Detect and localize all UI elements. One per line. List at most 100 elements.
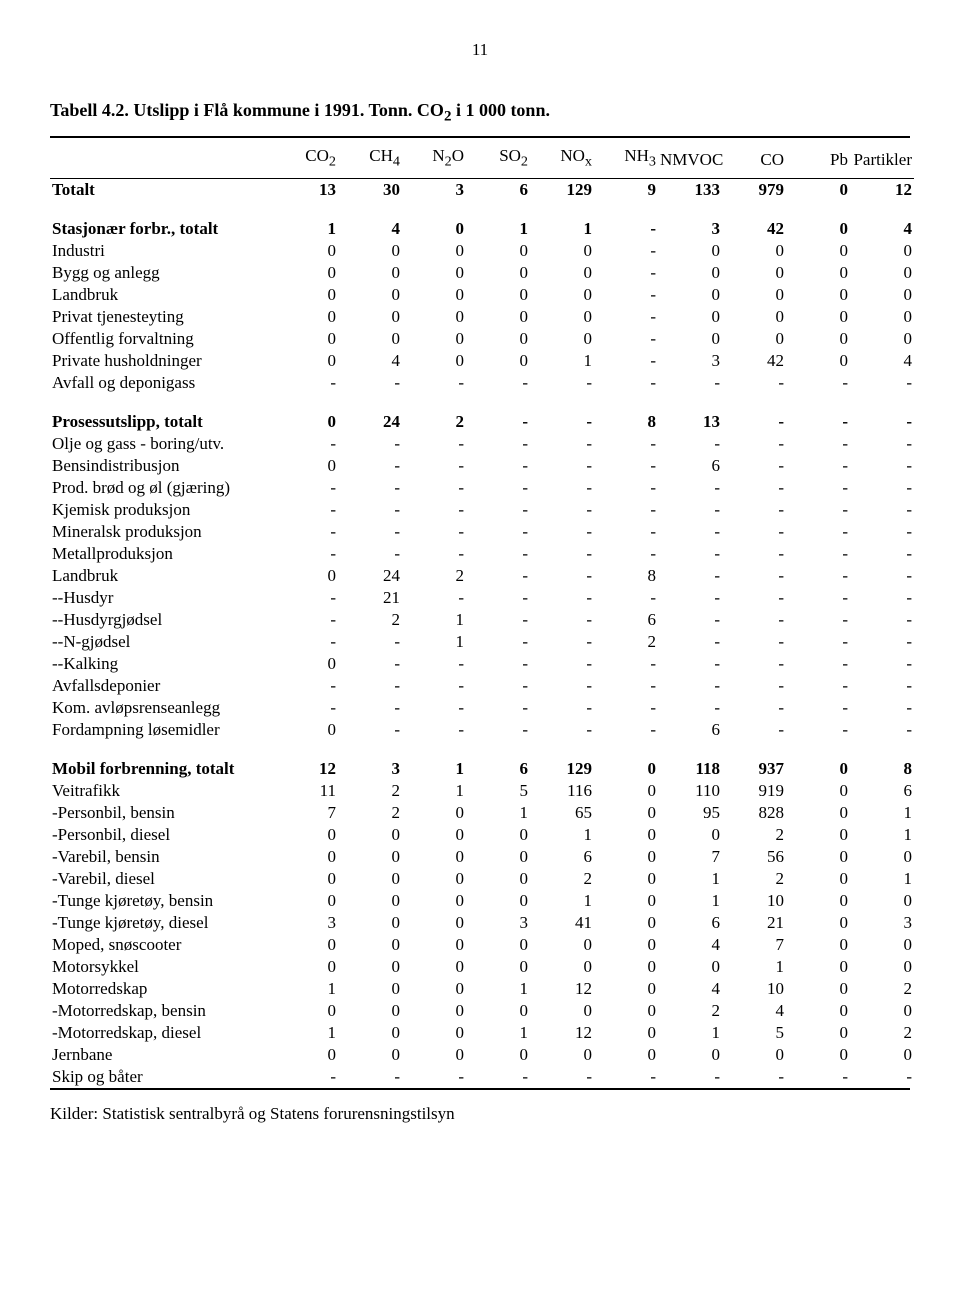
table-row: -Motorredskap, bensin0000002400 <box>50 1000 914 1022</box>
cell: 116 <box>530 780 594 802</box>
cell: 65 <box>530 802 594 824</box>
table-row: Moped, snøscooter0000004700 <box>50 934 914 956</box>
cell: 4 <box>338 350 402 372</box>
table-row: Industri00000-0000 <box>50 240 914 262</box>
cell: - <box>338 433 402 455</box>
cell: - <box>402 499 466 521</box>
cell: 0 <box>274 956 338 978</box>
row-label: Mineralsk produksjon <box>50 521 274 543</box>
row-label: --Husdyr <box>50 587 274 609</box>
cell: 0 <box>274 350 338 372</box>
cell: 0 <box>594 802 658 824</box>
cell: - <box>402 372 466 394</box>
cell: 3 <box>338 741 402 780</box>
cell: - <box>722 433 786 455</box>
row-label: Privat tjenesteyting <box>50 306 274 328</box>
row-label: Bensindistribusjon <box>50 455 274 477</box>
header-row: CO2 CH4 N2O SO2 NOx NH3 NMVOC CO Pb Part… <box>50 138 914 178</box>
cell: 0 <box>594 1044 658 1066</box>
table-row: Fordampning løsemidler0-----6--- <box>50 719 914 741</box>
cell: 4 <box>658 934 722 956</box>
cell: 937 <box>722 741 786 780</box>
cell: 0 <box>466 306 530 328</box>
row-label: Kjemisk produksjon <box>50 499 274 521</box>
cell: 0 <box>274 1044 338 1066</box>
cell: 0 <box>850 956 914 978</box>
row-label: Prod. brød og øl (gjæring) <box>50 477 274 499</box>
cell: - <box>338 477 402 499</box>
cell: - <box>466 653 530 675</box>
cell: 0 <box>594 824 658 846</box>
row-label: Metallproduksjon <box>50 543 274 565</box>
cell: - <box>338 631 402 653</box>
cell: - <box>786 697 850 719</box>
cell: 0 <box>786 1044 850 1066</box>
cell: - <box>274 543 338 565</box>
cell: 0 <box>530 328 594 350</box>
row-label: Kom. avløpsrenseanlegg <box>50 697 274 719</box>
cell: 0 <box>786 934 850 956</box>
cell: 12 <box>530 1022 594 1044</box>
cell: - <box>530 372 594 394</box>
cell: - <box>338 521 402 543</box>
cell: - <box>274 675 338 697</box>
cell: 0 <box>402 846 466 868</box>
cell: 1 <box>658 1022 722 1044</box>
cell: - <box>658 372 722 394</box>
cell: 30 <box>338 179 402 201</box>
cell: 0 <box>594 780 658 802</box>
cell: - <box>850 394 914 433</box>
cell: - <box>786 543 850 565</box>
cell: 0 <box>274 1000 338 1022</box>
cell: - <box>274 609 338 631</box>
cell: - <box>338 675 402 697</box>
row-label: Moped, snøscooter <box>50 934 274 956</box>
cell: - <box>786 1066 850 1088</box>
cell: - <box>594 719 658 741</box>
cell: 0 <box>274 868 338 890</box>
cell: - <box>530 433 594 455</box>
row-label: Offentlig forvaltning <box>50 328 274 350</box>
cell: 129 <box>530 741 594 780</box>
cell: 1 <box>530 890 594 912</box>
cell: 0 <box>850 846 914 868</box>
cell: - <box>594 697 658 719</box>
cell: 1 <box>530 824 594 846</box>
cell: 0 <box>466 890 530 912</box>
table-body: Totalt1330361299133979012Stasjonær forbr… <box>50 178 914 1088</box>
cell: 21 <box>338 587 402 609</box>
cell: - <box>402 455 466 477</box>
cell: - <box>466 372 530 394</box>
cell: - <box>594 201 658 240</box>
cell: 1 <box>402 780 466 802</box>
cell: - <box>530 543 594 565</box>
cell: 0 <box>466 262 530 284</box>
cell: - <box>594 1066 658 1088</box>
header-blank <box>50 138 274 178</box>
row-label: Prosessutslipp, totalt <box>50 394 274 433</box>
cell: - <box>658 587 722 609</box>
cell: 0 <box>402 240 466 262</box>
cell: - <box>594 675 658 697</box>
cell: 0 <box>466 1044 530 1066</box>
cell: 8 <box>850 741 914 780</box>
cell: 0 <box>338 846 402 868</box>
row-label: Olje og gass - boring/utv. <box>50 433 274 455</box>
row-label: Landbruk <box>50 565 274 587</box>
cell: 0 <box>786 350 850 372</box>
table-row: -Tunge kjøretøy, bensin00001011000 <box>50 890 914 912</box>
cell: 3 <box>274 912 338 934</box>
cell: 110 <box>658 780 722 802</box>
cell: 0 <box>786 868 850 890</box>
cell: - <box>402 521 466 543</box>
cell: 0 <box>466 350 530 372</box>
cell: - <box>466 543 530 565</box>
cell: - <box>274 587 338 609</box>
table-row: Landbruk00000-0000 <box>50 284 914 306</box>
cell: 5 <box>466 780 530 802</box>
row-label: Stasjonær forbr., totalt <box>50 201 274 240</box>
cell: - <box>658 631 722 653</box>
cell: - <box>594 262 658 284</box>
row-label: -Personbil, diesel <box>50 824 274 846</box>
cell: - <box>530 609 594 631</box>
